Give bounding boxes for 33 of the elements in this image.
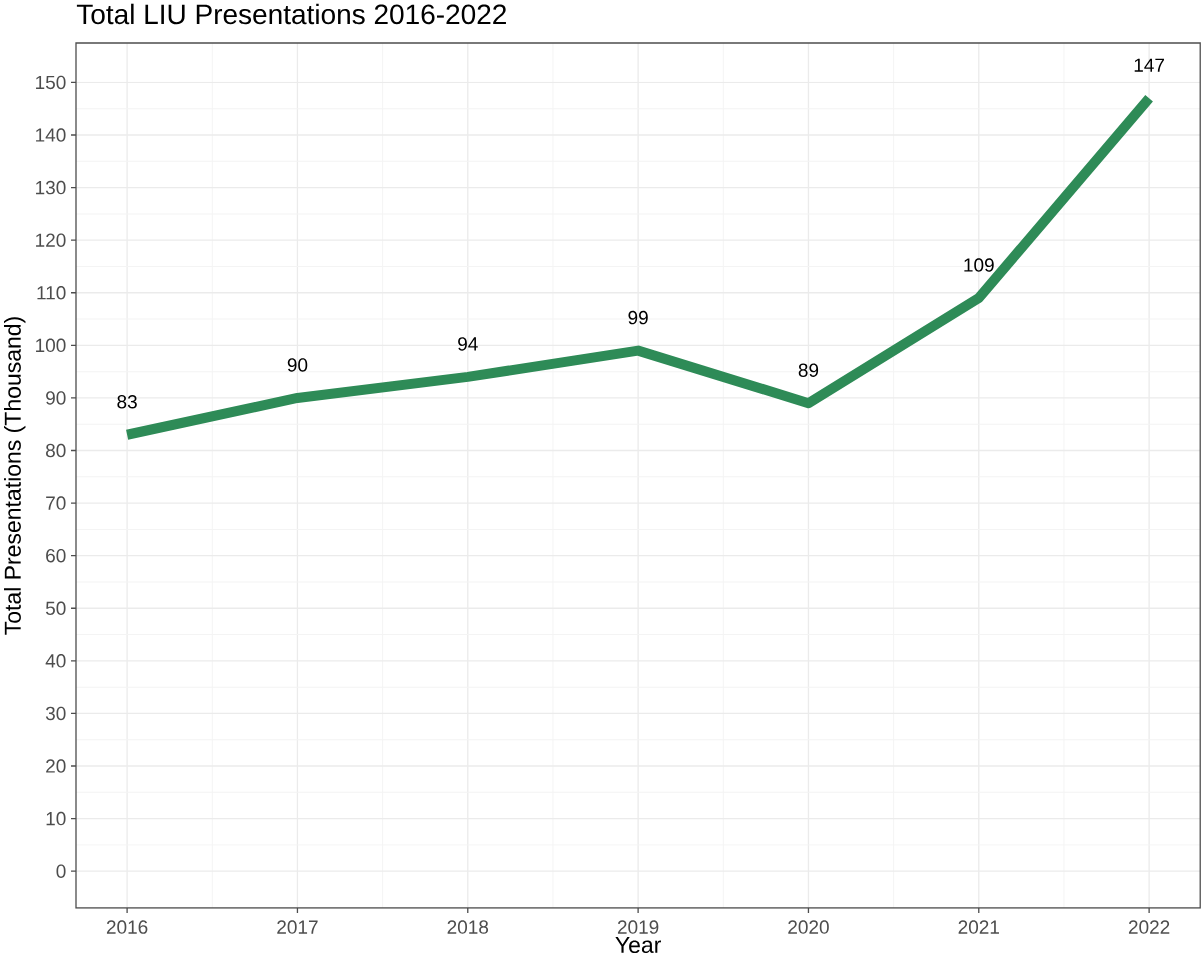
x-tick-label: 2018 xyxy=(447,920,489,934)
data-label: 99 xyxy=(628,310,648,325)
data-label: 109 xyxy=(964,258,994,272)
y-axis-title: Total Presentations (Thousand) xyxy=(4,317,26,635)
y-tick-label: 40 xyxy=(45,654,66,668)
y-tick-label: 30 xyxy=(45,706,66,721)
chart-title: Total LIU Presentations 2016-2022 xyxy=(76,3,506,25)
data-label: 89 xyxy=(798,363,819,377)
x-tick-label: 2017 xyxy=(277,920,318,934)
y-tick-label: 150 xyxy=(36,75,66,90)
data-label: 94 xyxy=(458,337,478,351)
y-tick-label: 70 xyxy=(46,496,66,510)
y-tick-label: 110 xyxy=(37,286,66,300)
data-label: 147 xyxy=(1134,58,1165,72)
x-tick-label: 2019 xyxy=(617,920,659,934)
y-tick-label: 140 xyxy=(36,128,66,142)
data-label: 90 xyxy=(287,358,308,372)
x-tick-label: 2021 xyxy=(958,920,999,934)
y-tick-label: 130 xyxy=(36,180,66,195)
y-tick-label: 20 xyxy=(46,759,66,773)
x-tick-label: 2020 xyxy=(788,920,829,934)
x-tick-label: 2016 xyxy=(106,920,148,934)
y-tick-label: 80 xyxy=(46,443,66,458)
y-tick-label: 10 xyxy=(46,811,66,826)
y-tick-label: 0 xyxy=(56,864,66,878)
y-tick-label: 120 xyxy=(36,233,66,247)
y-tick-label: 50 xyxy=(45,601,66,615)
data-label: 83 xyxy=(117,395,137,409)
y-tick-label: 60 xyxy=(46,548,66,563)
x-axis-title: Year xyxy=(615,936,661,954)
y-tick-label: 90 xyxy=(46,391,66,405)
y-tick-label: 100 xyxy=(36,338,66,353)
x-tick-label: 2022 xyxy=(1128,920,1170,934)
